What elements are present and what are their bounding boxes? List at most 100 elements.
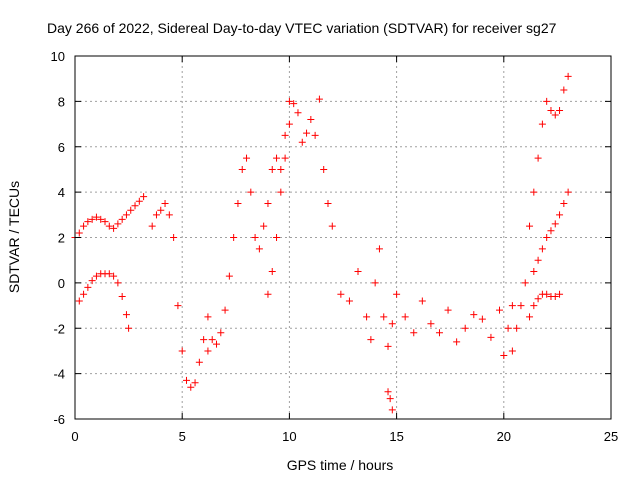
data-point — [281, 154, 289, 162]
data-point — [273, 154, 281, 162]
data-point — [345, 297, 353, 305]
data-point — [182, 376, 190, 384]
y-axis-label: SDTVAR / TECUs — [6, 181, 22, 293]
data-point — [320, 165, 328, 173]
data-point — [504, 324, 512, 332]
data-point — [551, 220, 559, 228]
data-point — [508, 302, 516, 310]
data-point — [80, 222, 88, 230]
data-point — [75, 229, 83, 237]
data-point — [560, 199, 568, 207]
data-point — [444, 306, 452, 314]
data-point — [238, 165, 246, 173]
data-point — [84, 218, 92, 226]
data-point — [401, 313, 409, 321]
data-point — [273, 234, 281, 241]
data-point — [534, 295, 542, 303]
data-point — [84, 283, 92, 291]
y-tick-label: -6 — [53, 412, 65, 427]
data-point — [384, 342, 392, 350]
data-point — [427, 320, 435, 328]
data-point — [277, 165, 285, 173]
data-point — [174, 302, 182, 310]
y-tick-label: -2 — [53, 321, 65, 336]
y-axis-ticks: -6 -4 -2 0 2 4 6 8 10 — [51, 49, 611, 427]
data-point — [303, 129, 311, 137]
y-tick-label: -4 — [53, 367, 65, 382]
data-point — [367, 336, 375, 344]
data-point — [80, 290, 88, 298]
data-point — [534, 154, 542, 162]
x-axis-ticks: 0 5 10 15 20 25 — [71, 56, 618, 444]
data-point — [564, 188, 572, 196]
data-point — [478, 315, 486, 323]
data-point — [92, 272, 100, 280]
series-late-middle-rise — [530, 188, 572, 276]
data-point — [285, 97, 293, 105]
data-point — [110, 272, 118, 280]
data-point — [388, 320, 396, 328]
data-point — [556, 290, 564, 298]
data-point — [264, 290, 272, 298]
data-point — [328, 222, 336, 230]
data-point — [508, 347, 516, 355]
data-point — [277, 188, 285, 196]
x-tick-label: 5 — [179, 429, 186, 444]
data-point — [105, 270, 113, 278]
data-point — [538, 120, 546, 128]
series-upper-morning-arc — [71, 193, 148, 241]
data-point — [268, 268, 276, 276]
data-point — [386, 395, 394, 403]
data-point — [453, 338, 461, 346]
data-point — [543, 234, 551, 241]
data-point — [375, 245, 383, 253]
data-point — [388, 406, 396, 414]
data-point — [556, 106, 564, 114]
series-outlier-near-14.7h — [384, 388, 396, 414]
y-tick-label: 4 — [58, 185, 65, 200]
series-climb-to-midday — [204, 97, 293, 355]
data-point — [556, 211, 564, 219]
data-point — [281, 131, 289, 139]
data-point — [324, 199, 332, 207]
x-tick-label: 15 — [389, 429, 403, 444]
data-point — [513, 324, 521, 332]
data-point — [234, 199, 242, 207]
data-point — [530, 268, 538, 276]
data-point — [294, 109, 302, 117]
data-point — [170, 234, 178, 241]
data-point — [487, 333, 495, 341]
data-point — [131, 202, 139, 210]
data-point — [551, 292, 559, 300]
data-point — [101, 218, 109, 226]
data-point — [135, 197, 143, 205]
data-point — [285, 120, 293, 128]
y-tick-label: 6 — [58, 140, 65, 155]
data-point — [118, 292, 126, 300]
data-point — [187, 383, 195, 391]
data-point — [221, 306, 229, 314]
data-point — [290, 100, 298, 108]
chart-title: Day 266 of 2022, Sidereal Day-to-day VTE… — [47, 20, 557, 36]
data-point — [264, 199, 272, 207]
data-point — [530, 188, 538, 196]
data-point — [543, 97, 551, 105]
data-point — [268, 165, 276, 173]
y-tick-label: 0 — [58, 276, 65, 291]
data-point — [217, 329, 225, 337]
data-point — [114, 220, 122, 228]
data-point — [418, 297, 426, 305]
data-point — [530, 302, 538, 310]
data-point — [75, 297, 83, 305]
data-point — [543, 290, 551, 298]
grid-lines — [75, 56, 611, 419]
data-point — [230, 234, 238, 241]
y-tick-label: 2 — [58, 231, 65, 246]
data-point — [97, 215, 105, 223]
data-point — [165, 211, 173, 219]
data-point — [435, 329, 443, 337]
data-point — [191, 379, 199, 387]
data-point — [470, 311, 478, 319]
data-point — [393, 290, 401, 298]
